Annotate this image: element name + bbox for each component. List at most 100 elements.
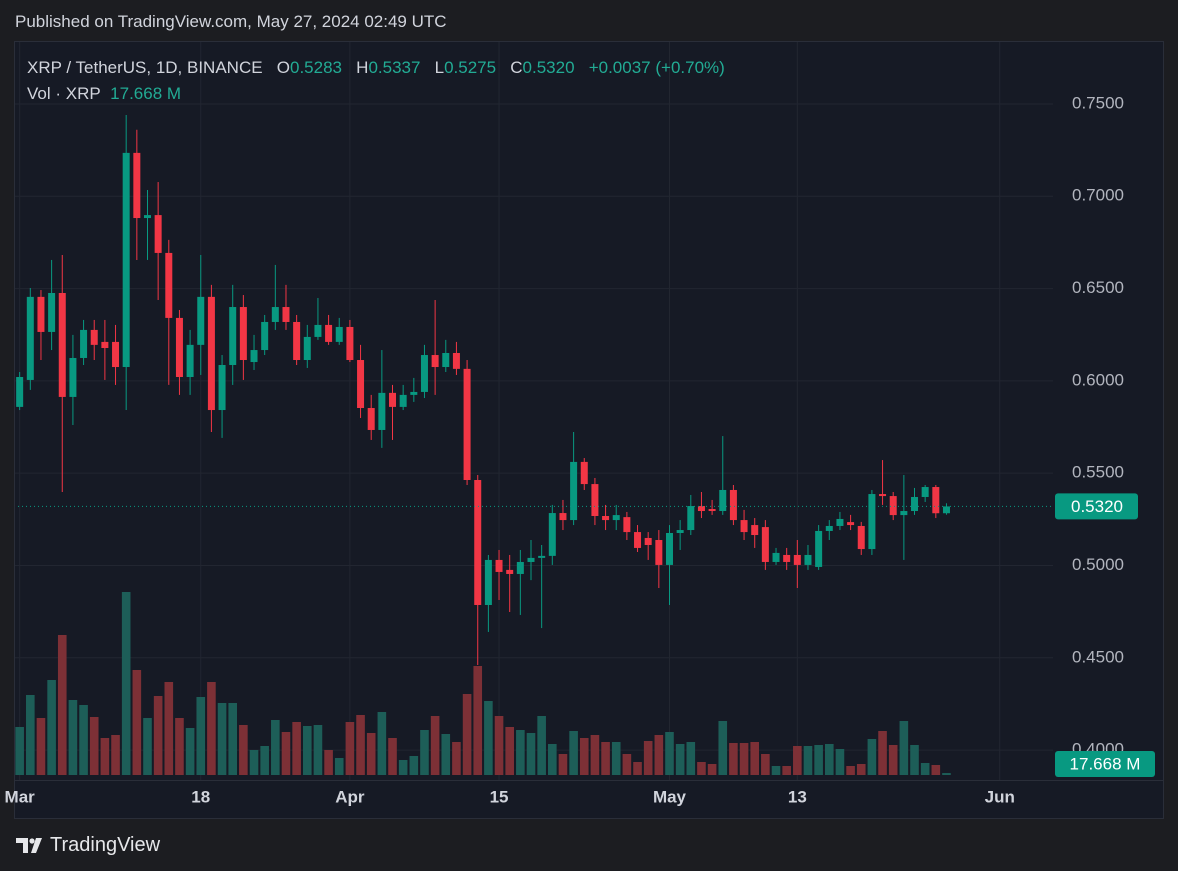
volume-bar	[569, 731, 578, 775]
candle-body	[165, 252, 173, 318]
volume-bar	[388, 738, 397, 775]
candle-body	[442, 352, 450, 368]
x-tick-label: 18	[191, 787, 210, 806]
volume-bar	[590, 735, 600, 775]
candle-body	[676, 530, 684, 533]
volume-bar	[739, 743, 749, 775]
candle-body	[314, 324, 322, 337]
candle-body	[69, 357, 77, 397]
candle-body	[293, 321, 301, 361]
candle-body	[697, 506, 705, 512]
volume-bar	[675, 744, 685, 775]
candle-body	[239, 307, 247, 361]
candle-body	[921, 487, 929, 497]
volume-bar	[729, 743, 738, 775]
open-label: O	[276, 58, 290, 77]
candle-body	[548, 513, 556, 556]
candle-body	[516, 561, 524, 574]
volume-bar	[910, 745, 919, 775]
y-tick-label: 0.6000	[1072, 370, 1124, 389]
volume-bar	[878, 731, 887, 775]
candle-body	[325, 324, 333, 342]
volume-bar	[793, 746, 802, 775]
candle-body	[879, 494, 887, 497]
candle-body	[154, 215, 162, 253]
volume-bar	[867, 739, 877, 775]
candle-body	[602, 516, 610, 521]
candle-body	[218, 364, 226, 411]
last-price-label: 0.5320	[1071, 497, 1123, 516]
candle-body	[559, 513, 567, 521]
candle-body	[431, 355, 439, 368]
candle-body	[101, 341, 109, 349]
candle-body	[367, 408, 375, 430]
logo	[16, 838, 42, 853]
x-tick-label: May	[653, 787, 687, 806]
change: +0.0037 (+0.70%)	[588, 58, 725, 77]
volume-bar	[494, 716, 504, 775]
volume-bar	[611, 742, 621, 775]
candle-body	[868, 494, 876, 550]
candle-body	[911, 496, 919, 512]
candle-body	[229, 307, 237, 365]
volume-bar	[100, 738, 110, 775]
volume-bar	[420, 730, 429, 775]
candle-body	[857, 525, 865, 550]
volume-bar	[164, 682, 174, 775]
candle-body	[271, 307, 279, 322]
volume-bar	[409, 756, 419, 775]
y-tick-label: 0.7000	[1072, 186, 1124, 205]
volume-bar	[271, 720, 280, 775]
candle-body	[665, 532, 673, 565]
volume-bar	[452, 742, 461, 775]
candle-body	[261, 321, 269, 351]
candle-body	[751, 525, 759, 536]
volume-bar	[931, 765, 941, 775]
x-tick-label: 13	[788, 787, 807, 806]
volume-bar	[430, 716, 440, 775]
candle-body	[175, 317, 183, 377]
candle-body	[793, 554, 801, 565]
candle-body	[527, 557, 535, 562]
volume-bar	[846, 766, 855, 775]
volume-value-box	[1055, 751, 1155, 777]
candle-body	[410, 391, 418, 395]
volume-bar	[654, 735, 664, 775]
volume-bar	[132, 670, 142, 775]
y-tick-label: 0.4500	[1072, 647, 1124, 666]
candle-body	[761, 527, 769, 562]
candle-body	[495, 559, 503, 572]
candle-body	[815, 530, 823, 567]
candle-body	[889, 496, 897, 516]
volume-bar	[942, 773, 951, 775]
candle-body	[37, 296, 45, 332]
candle-body	[772, 552, 780, 562]
x-tick-label: Jun	[985, 787, 1015, 806]
low-label: L	[434, 58, 445, 77]
candle-body	[783, 554, 791, 562]
volume-name: Vol · XRP	[27, 84, 101, 103]
published-note: Published on TradingView.com, May 27, 20…	[15, 12, 447, 31]
volume-bar	[302, 726, 312, 775]
volume-bar	[292, 722, 301, 775]
volume-bar	[313, 725, 323, 775]
volume-value-label: 17.668 M	[1070, 754, 1141, 773]
candle-body	[90, 329, 98, 345]
volume-bar	[579, 738, 589, 775]
candle-body	[48, 292, 56, 332]
candle-body	[250, 350, 258, 363]
volume-bar	[377, 712, 387, 775]
candle-body	[655, 540, 663, 565]
candle-body	[26, 296, 34, 380]
volume-bar	[622, 754, 632, 775]
brand: TradingView	[50, 834, 161, 856]
volume-bar	[697, 762, 706, 775]
chart-panel	[14, 41, 1164, 819]
volume-bar	[856, 764, 866, 775]
candle-body	[570, 461, 578, 521]
volume-bar	[47, 680, 56, 775]
candle-body	[942, 506, 950, 514]
volume-bar	[814, 745, 823, 775]
volume-bar	[665, 732, 674, 775]
